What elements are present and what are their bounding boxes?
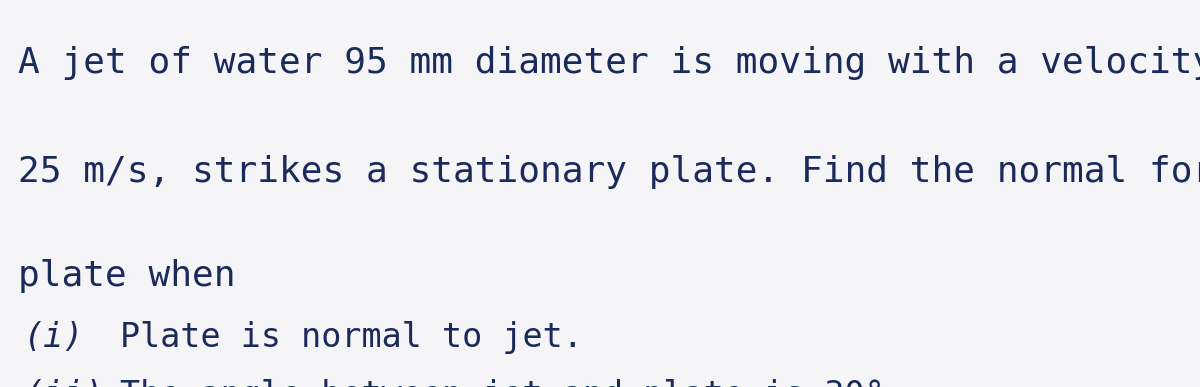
Text: (i): (i) xyxy=(24,321,84,354)
Text: (ii): (ii) xyxy=(24,379,104,387)
Text: The angle between jet and plate is 30°.: The angle between jet and plate is 30°. xyxy=(120,379,905,387)
Text: A jet of water 95 mm diameter is moving with a velocity of: A jet of water 95 mm diameter is moving … xyxy=(18,46,1200,80)
Text: 25 m/s, strikes a stationary plate. Find the normal force on: 25 m/s, strikes a stationary plate. Find… xyxy=(18,155,1200,189)
Text: plate when: plate when xyxy=(18,259,235,293)
Text: Plate is normal to jet.: Plate is normal to jet. xyxy=(120,321,583,354)
